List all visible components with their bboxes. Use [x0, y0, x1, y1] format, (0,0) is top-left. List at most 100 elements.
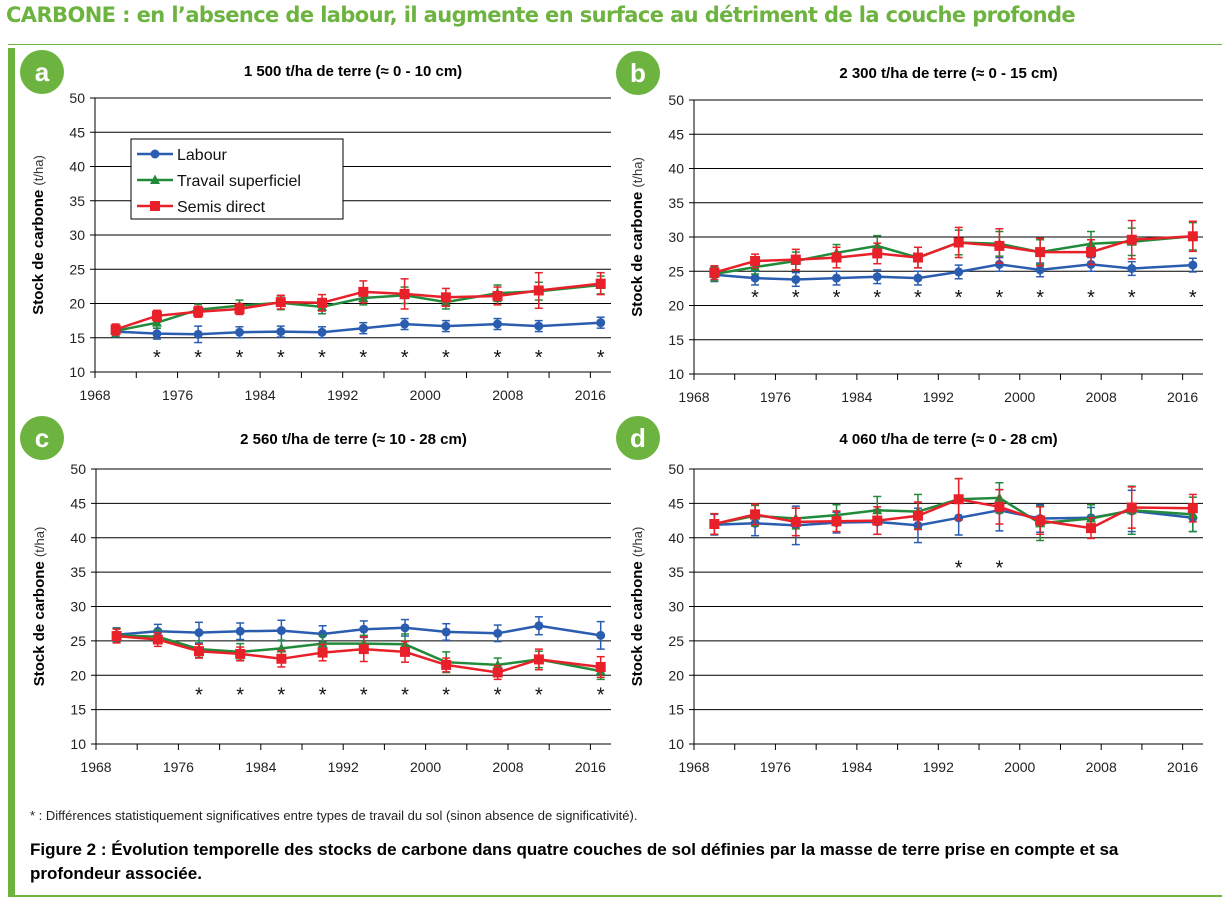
y-axis-label-text: Stock de carbone [31, 557, 48, 686]
significance-mark: * [360, 684, 368, 706]
y-tick-label: 40 [69, 159, 85, 175]
bottom-divider [8, 895, 1222, 897]
significance-mark: * [319, 684, 327, 706]
series-semis-direct [111, 628, 606, 681]
data-point [317, 327, 327, 337]
data-point [872, 515, 883, 526]
chart-title: 1 500 t/ha de terre (≈ 0 - 10 cm) [244, 63, 462, 80]
y-tick-label: 25 [668, 263, 684, 279]
chart-a: a 1 500 t/ha de terre (≈ 0 - 10 cm) 10 15 20… [20, 50, 611, 403]
y-tick-label: 40 [668, 530, 684, 546]
significance-mark: * [955, 557, 963, 579]
data-point [400, 646, 410, 657]
data-point [193, 306, 204, 317]
y-tick-label: 50 [69, 90, 85, 106]
data-point [709, 267, 720, 278]
data-point [193, 329, 203, 339]
data-point [790, 516, 801, 527]
data-point [1187, 231, 1198, 242]
significance-mark: * [153, 347, 161, 369]
data-point [493, 628, 503, 638]
data-point [953, 494, 964, 505]
data-point [595, 662, 606, 672]
y-tick-label: 40 [70, 530, 86, 546]
data-point [492, 319, 502, 329]
x-tick-label: 1976 [760, 389, 791, 405]
series-travail-superficiel [110, 275, 606, 338]
data-point [234, 327, 244, 337]
data-point [1035, 265, 1045, 275]
data-point [831, 516, 842, 527]
series-line [714, 235, 1193, 274]
series-semis-direct [110, 271, 606, 336]
y-tick-label: 10 [668, 366, 684, 382]
series-labour [709, 256, 1198, 288]
y-tick-label: 10 [69, 364, 85, 380]
data-point [235, 626, 245, 636]
significance-mark: * [955, 287, 963, 309]
y-tick-label: 35 [668, 564, 684, 580]
significance-mark: * [195, 684, 203, 706]
x-tick-label: 2016 [575, 759, 606, 775]
significance-mark: * [401, 684, 409, 706]
panel-badge-letter: a [35, 57, 50, 87]
y-tick-label: 50 [668, 461, 684, 477]
y-tick-label: 15 [70, 702, 86, 718]
x-tick-label: 1992 [328, 759, 359, 775]
y-axis-label-text: Stock de carbone [629, 188, 646, 317]
y-tick-label: 35 [668, 195, 684, 211]
x-tick-label: 2008 [492, 759, 523, 775]
x-tick-label: 2000 [410, 387, 441, 403]
data-point [317, 638, 328, 648]
y-axis-unit: (t/ha) [31, 155, 46, 185]
x-tick-label: 1976 [162, 387, 193, 403]
data-point [194, 646, 204, 657]
data-point [400, 623, 410, 633]
legend-label: Travail superficiel [177, 173, 301, 190]
y-tick-label: 10 [70, 736, 86, 752]
panel-badge-c [20, 416, 64, 460]
y-tick-label: 35 [70, 564, 86, 580]
significance-mark: * [494, 347, 502, 369]
significance-mark: * [535, 347, 543, 369]
legend-marker [150, 201, 160, 211]
significance-mark: * [236, 684, 244, 706]
series-labour [111, 316, 606, 344]
left-accent-bar [8, 48, 15, 896]
significance-mark: * [318, 347, 326, 369]
data-point [534, 321, 544, 331]
data-point [913, 273, 923, 283]
data-point [234, 303, 245, 314]
data-point [709, 519, 720, 529]
data-point [994, 259, 1004, 269]
data-point [276, 327, 286, 337]
y-tick-label: 25 [70, 633, 86, 649]
x-tick-label: 1984 [841, 759, 872, 775]
y-tick-label: 15 [668, 702, 684, 718]
main-title: CARBONE : en l’absence de labour, il aug… [6, 3, 1076, 27]
significance-mark: * [442, 684, 450, 706]
data-point [152, 634, 163, 645]
significance-mark: * [1189, 287, 1197, 309]
data-point [317, 647, 328, 658]
chart-d: d 4 060 t/ha de terre (≈ 0 - 28 cm) 10 15 20… [616, 416, 1203, 775]
data-point [194, 628, 204, 638]
significance-mark: * [359, 347, 367, 369]
data-point [1086, 523, 1097, 534]
series-line [714, 263, 1193, 281]
data-point [595, 278, 606, 289]
chart-title: 2 560 t/ha de terre (≈ 10 - 28 cm) [240, 431, 467, 448]
data-point [533, 654, 544, 665]
x-tick-label: 2016 [1167, 759, 1198, 775]
data-point [235, 648, 246, 659]
data-point [1126, 502, 1137, 513]
y-tick-label: 10 [668, 736, 684, 752]
data-point [399, 288, 410, 299]
series-line [115, 321, 601, 336]
figure-caption: Figure 2 : Évolution temporelle des stoc… [30, 840, 1119, 883]
data-point [831, 252, 842, 263]
y-axis-label: Stock de carbone (t/ha) [30, 155, 47, 315]
significance-mark: * [597, 684, 605, 706]
y-tick-label: 20 [69, 296, 85, 312]
data-point [1187, 503, 1198, 514]
